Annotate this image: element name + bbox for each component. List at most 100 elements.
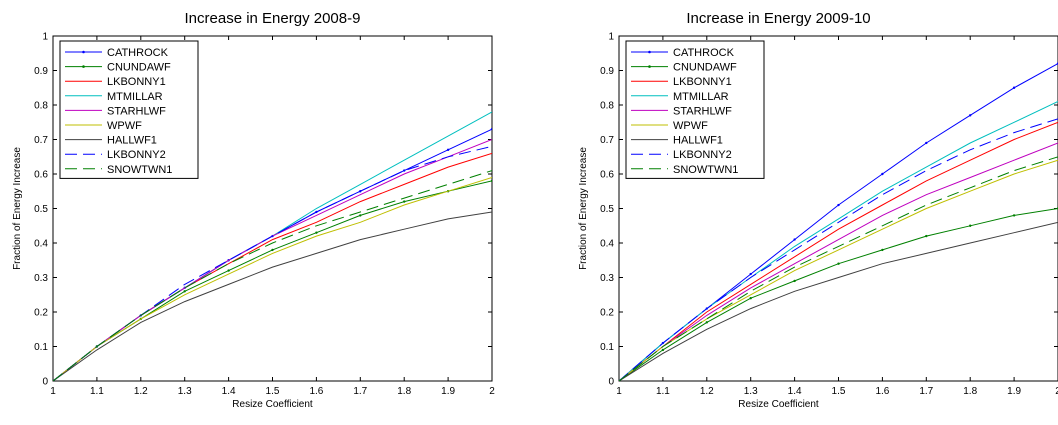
series-group (619, 62, 1058, 381)
legend-marker (648, 65, 651, 68)
x-tick-label: 2 (489, 386, 495, 397)
chart-title: Increase in Energy 2009-10 (686, 10, 870, 27)
y-tick-label: 0.2 (34, 308, 48, 319)
legend-label: HALLWF1 (673, 135, 723, 147)
series-point-cnundawf (183, 290, 186, 293)
x-tick-label: 2 (1055, 386, 1058, 397)
series-point-cnundawf (925, 234, 928, 238)
series-point-cnundawf (271, 248, 274, 252)
series-point-cathrock (446, 148, 450, 152)
legend-marker (82, 50, 85, 54)
x-tick-label: 1.5 (266, 386, 280, 397)
series-point-cathrock (490, 127, 492, 131)
y-tick-label: 0.7 (34, 135, 48, 146)
legend-label: HALLWF1 (107, 135, 157, 147)
series-line-hallwf1 (619, 221, 1058, 381)
legend-label: STARHLWF (673, 105, 732, 117)
series-point-cnundawf (969, 224, 972, 227)
series-point-cnundawf (661, 348, 665, 352)
legend-label: LKBONNY1 (107, 76, 166, 88)
chart-1: Increase in Energy 2008-9 1 1.1 1.2 1.3 1.4 1.… (12, 10, 495, 410)
legend-label: CATHROCK (107, 47, 169, 59)
series-point-cnundawf (403, 200, 406, 203)
y-tick-label: 0.3 (34, 273, 48, 284)
legend-label: SNOWTWN1 (673, 164, 738, 176)
x-tick-label: 1.3 (744, 386, 758, 397)
x-tick-label: 1.2 (134, 386, 148, 397)
x-tick-label: 1.1 (656, 386, 670, 397)
y-tick-label: 1 (42, 32, 48, 43)
chart-2: Increase in Energy 2009-10 1 1.1 1.2 1.3 1.4 1… (578, 10, 1058, 410)
y-tick-label: 0.8 (34, 101, 48, 112)
series-point-cathrock (749, 272, 752, 276)
series-point-cnundawf (227, 269, 230, 272)
series-line-wpwf (53, 177, 492, 381)
x-tick-label: 1.2 (700, 386, 714, 397)
chart-title: Increase in Energy 2008-9 (185, 10, 361, 27)
series-point-cathrock (925, 141, 928, 145)
x-tick-label: 1.9 (1007, 386, 1021, 397)
series-point-cnundawf (749, 297, 752, 300)
x-tick-label: 1 (50, 386, 56, 397)
x-tick-label: 1.6 (309, 386, 323, 397)
series-line-lkbonny2 (619, 118, 1058, 381)
x-tick-label: 1.7 (919, 386, 933, 397)
y-axis-label: Fraction of Energy Increase (12, 147, 23, 270)
legend-label: LKBONNY2 (673, 149, 732, 161)
series-line-lkbonny1 (619, 121, 1058, 381)
x-tick-label: 1.8 (397, 386, 411, 397)
legend-marker (648, 50, 651, 54)
series-point-cathrock (793, 238, 796, 241)
legend-label: CNUNDAWF (107, 62, 171, 74)
series-point-cnundawf (490, 179, 492, 183)
series-point-cathrock (1012, 86, 1016, 89)
x-tick-label: 1.7 (353, 386, 367, 397)
y-tick-label: 0 (608, 377, 614, 388)
x-tick-label: 1.9 (441, 386, 455, 397)
legend-label: LKBONNY1 (673, 76, 732, 88)
series-point-cnundawf (359, 214, 362, 217)
legend-label: MTMILLAR (107, 91, 163, 103)
x-tick-label: 1.3 (178, 386, 192, 397)
series-group (53, 111, 492, 381)
x-tick-label: 1.8 (963, 386, 977, 397)
x-axis-label: Resize Coefficient (232, 399, 313, 410)
y-tick-label: 0.1 (34, 342, 48, 353)
y-tick-label: 0.2 (600, 308, 614, 319)
y-axis-label: Fraction of Energy Increase (578, 147, 589, 270)
y-tick-label: 0 (42, 377, 48, 388)
series-line-snowtwn1 (53, 170, 492, 381)
y-tick-label: 0.5 (600, 204, 614, 215)
y-tick-label: 0.5 (34, 204, 48, 215)
legend: CATHROCK CNUNDAWF LKBONNY1 MTMILLAR STARHLWF… (59, 40, 199, 179)
x-tick-label: 1.4 (222, 386, 236, 397)
legend: CATHROCK CNUNDAWF LKBONNY1 MTMILLAR STARHLWF… (625, 40, 765, 179)
legend-box (625, 40, 765, 179)
series-point-cnundawf (705, 321, 708, 324)
legend-label: LKBONNY2 (107, 149, 166, 161)
x-tick-label: 1.4 (788, 386, 802, 397)
legend-label: CNUNDAWF (673, 62, 737, 74)
series-point-cathrock (403, 169, 406, 172)
series-point-cnundawf (793, 279, 796, 283)
y-tick-label: 0.8 (600, 101, 614, 112)
y-tick-label: 0.4 (600, 239, 614, 250)
y-tick-label: 0.6 (34, 170, 48, 181)
legend-box (59, 40, 199, 179)
legend-label: CATHROCK (673, 47, 735, 59)
series-point-cnundawf (1012, 214, 1016, 217)
legend-label: SNOWTWN1 (107, 164, 172, 176)
y-tick-label: 0.7 (600, 135, 614, 146)
series-point-cathrock (881, 172, 884, 176)
legend-marker (82, 65, 85, 68)
x-axis-label: Resize Coefficient (738, 399, 819, 410)
x-tick-label: 1 (616, 386, 622, 397)
legend-label: MTMILLAR (673, 91, 729, 103)
series-point-cathrock (837, 203, 840, 207)
y-tick-label: 0.1 (600, 342, 614, 353)
legend-label: WPWF (107, 120, 142, 132)
series-point-cnundawf (315, 231, 318, 234)
y-tick-label: 0.9 (600, 66, 614, 77)
